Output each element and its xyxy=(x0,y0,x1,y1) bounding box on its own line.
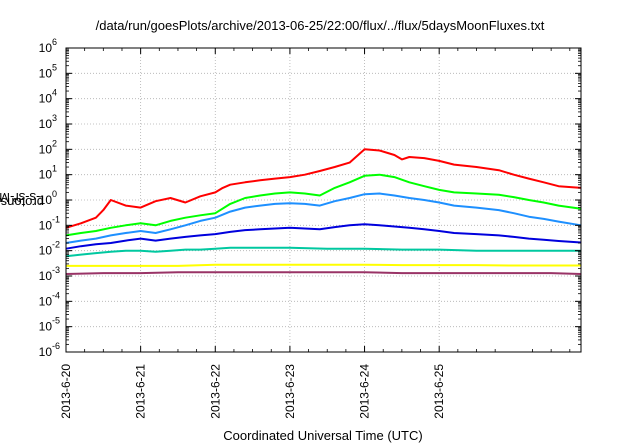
y-tick-exponent: -3 xyxy=(52,265,60,275)
y-tick-label: 10 xyxy=(39,320,53,334)
y-tick-label: 10 xyxy=(39,66,53,80)
series-line-2 xyxy=(65,173,582,237)
y-tick-exponent: -6 xyxy=(52,341,60,351)
series-line-6 xyxy=(66,263,581,267)
y-tick-label: 10 xyxy=(39,41,53,55)
series-group xyxy=(65,148,582,275)
y-tick-label: 10 xyxy=(39,244,53,258)
y-tick-labels: 10 -610 -510 -410 -310 -210 -110 010 110 210 310 41… xyxy=(39,37,60,359)
y-tick-label: 10 xyxy=(39,218,53,232)
series-line-7 xyxy=(65,271,582,275)
y-tick-exponent: 5 xyxy=(52,62,57,72)
y-tick-exponent: 4 xyxy=(52,88,57,98)
y-tick-exponent: 3 xyxy=(52,113,57,123)
x-tick-label: 2013-6-25 xyxy=(432,364,446,419)
y-tick-label: 10 xyxy=(39,193,53,207)
series-line-3 xyxy=(65,192,582,244)
series-line-4 xyxy=(65,223,582,250)
x-tick-label: 2013-6-24 xyxy=(358,364,372,419)
x-tick-label: 2013-6-22 xyxy=(208,364,222,419)
y-tick-label: 10 xyxy=(39,142,53,156)
series-line-5 xyxy=(65,246,581,258)
y-tick-exponent: 6 xyxy=(52,37,57,47)
y-tick-label: 10 xyxy=(39,269,53,283)
plot-frame xyxy=(65,47,582,353)
y-tick-exponent: 1 xyxy=(52,164,57,174)
x-tick-label: 2013-6-23 xyxy=(283,364,297,419)
y-tick-exponent: -1 xyxy=(52,214,60,224)
y-tick-label: 10 xyxy=(39,294,53,308)
y-tick-label: 10 xyxy=(39,345,53,359)
ticks xyxy=(65,47,581,353)
y-tick-exponent: -4 xyxy=(52,290,60,300)
y-tick-exponent: -5 xyxy=(52,316,60,326)
grid xyxy=(66,48,581,352)
series-line-1 xyxy=(65,148,582,229)
x-tick-label: 2013-6-21 xyxy=(134,364,148,419)
x-tick-label: 2013-6-20 xyxy=(59,364,73,419)
y-tick-exponent: 0 xyxy=(52,189,57,199)
y-tick-label: 10 xyxy=(39,92,53,106)
x-axis-label: Coordinated Universal Time (UTC) xyxy=(223,428,423,443)
y-tick-label: 10 xyxy=(39,117,53,131)
y-tick-exponent: -2 xyxy=(52,240,60,250)
x-tick-labels: 2013-6-20 2013-6-21 2013-6-22 2013-6-23 2013… xyxy=(59,364,446,419)
y-tick-label: 10 xyxy=(39,168,53,182)
chart-title: /data/run/goesPlots/archive/2013-06-25/2… xyxy=(95,18,545,33)
y-tick-exponent: 2 xyxy=(52,138,57,148)
